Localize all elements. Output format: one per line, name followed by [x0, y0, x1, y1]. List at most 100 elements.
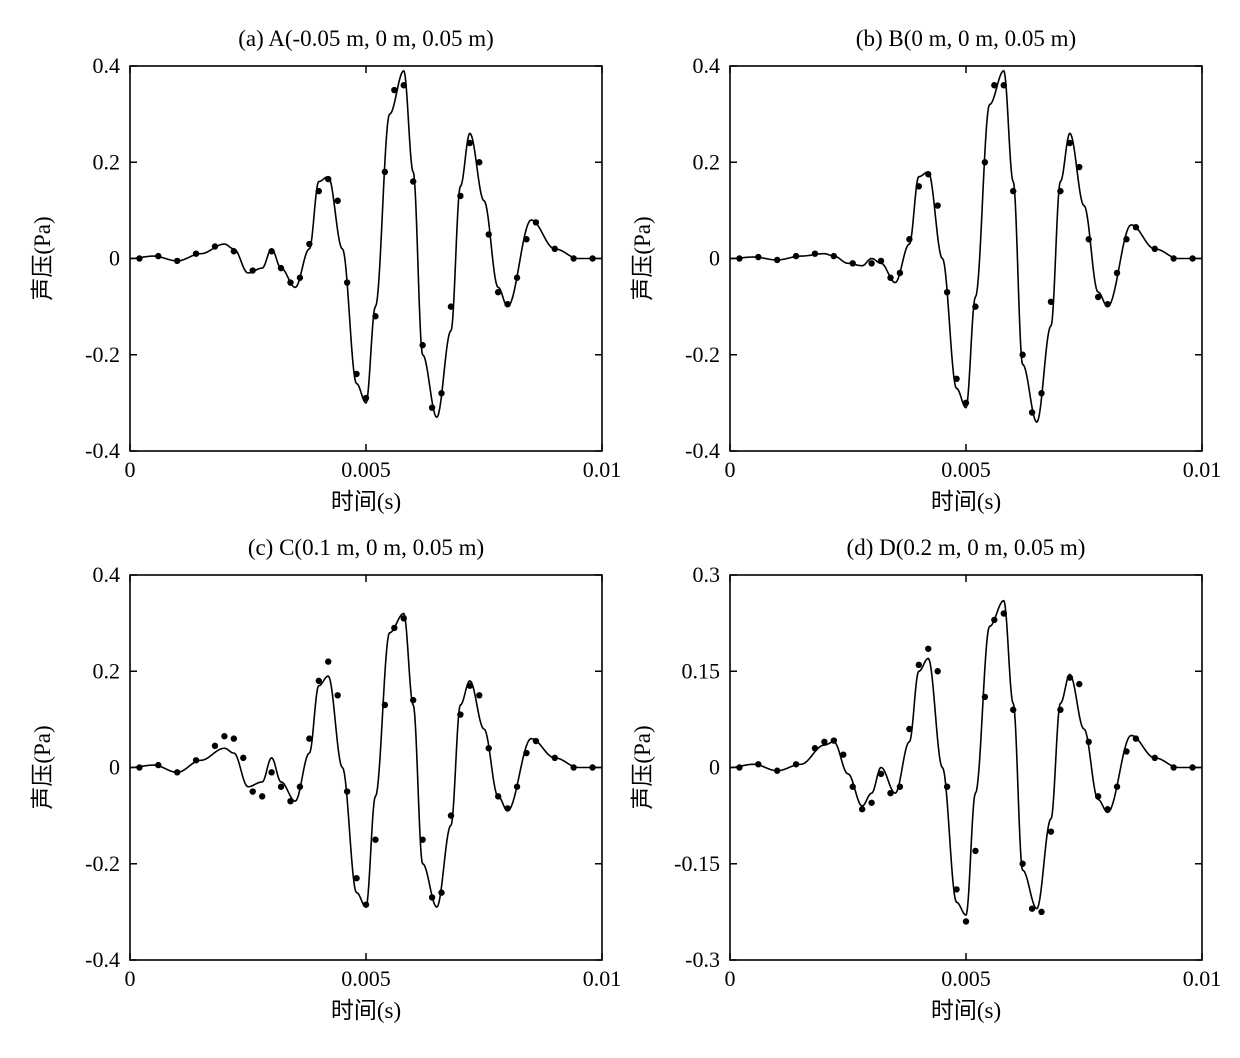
- dot: [325, 658, 331, 664]
- ytick-label: 0.2: [693, 149, 721, 174]
- dot: [391, 625, 397, 631]
- dot: [174, 769, 180, 775]
- series-dots: [736, 610, 1196, 924]
- dot: [934, 202, 940, 208]
- dot: [982, 694, 988, 700]
- dot: [467, 140, 473, 146]
- ytick-label: -0.3: [685, 947, 720, 972]
- dot: [523, 236, 529, 242]
- dot: [1067, 674, 1073, 680]
- dot: [486, 231, 492, 237]
- dot: [297, 784, 303, 790]
- dot: [410, 697, 416, 703]
- dot: [953, 886, 959, 892]
- dot: [850, 784, 856, 790]
- dot: [812, 250, 818, 256]
- dot: [486, 745, 492, 751]
- dot: [514, 275, 520, 281]
- dot: [755, 254, 761, 260]
- dot: [306, 241, 312, 247]
- ytick-label: -0.2: [685, 342, 720, 367]
- ylabel: 声压(Pa): [30, 725, 55, 809]
- xtick-label: 0.005: [941, 457, 991, 482]
- dot: [878, 771, 884, 777]
- dot: [316, 678, 322, 684]
- panel-title: (d) D(0.2 m, 0 m, 0.05 m): [847, 535, 1086, 560]
- dot: [868, 260, 874, 266]
- dot: [504, 301, 510, 307]
- dot: [448, 303, 454, 309]
- xtick-label: 0: [725, 966, 736, 991]
- panel-title: (a) A(-0.05 m, 0 m, 0.05 m): [238, 26, 494, 51]
- dot: [363, 395, 369, 401]
- dot: [1019, 861, 1025, 867]
- dot: [353, 875, 359, 881]
- dot: [944, 289, 950, 295]
- dot: [372, 836, 378, 842]
- dot: [736, 764, 742, 770]
- dot: [916, 183, 922, 189]
- dot: [1189, 255, 1195, 261]
- dot: [831, 253, 837, 259]
- dot: [793, 761, 799, 767]
- xtick-label: 0.005: [341, 457, 391, 482]
- dot: [934, 668, 940, 674]
- dot: [868, 800, 874, 806]
- dot: [155, 762, 161, 768]
- dot: [212, 743, 218, 749]
- dot: [155, 253, 161, 259]
- dot: [250, 788, 256, 794]
- series-dots: [136, 82, 596, 411]
- ytick-label: -0.4: [85, 438, 120, 463]
- dot: [840, 751, 846, 757]
- dot: [523, 750, 529, 756]
- dot: [429, 404, 435, 410]
- xtick-label: 0: [125, 457, 136, 482]
- dot: [429, 894, 435, 900]
- dot: [174, 258, 180, 264]
- dot: [1076, 164, 1082, 170]
- dot: [372, 313, 378, 319]
- dot: [401, 82, 407, 88]
- dot: [906, 236, 912, 242]
- dot: [467, 682, 473, 688]
- dot: [1133, 735, 1139, 741]
- dot: [287, 279, 293, 285]
- dot: [344, 788, 350, 794]
- dot: [850, 260, 856, 266]
- dot: [774, 257, 780, 263]
- ylabel: 声压(Pa): [30, 216, 55, 300]
- dot: [736, 255, 742, 261]
- dot: [221, 733, 227, 739]
- dot: [287, 798, 293, 804]
- ytick-label: 0: [709, 755, 720, 780]
- ytick-label: 0.15: [682, 658, 721, 683]
- dot: [1104, 806, 1110, 812]
- dot: [1095, 294, 1101, 300]
- panel-b: 00.0050.01-0.4-0.200.20.4(b) B(0 m, 0 m,…: [620, 20, 1220, 529]
- dot: [991, 617, 997, 623]
- dot: [589, 255, 595, 261]
- dot: [1010, 188, 1016, 194]
- ytick-label: 0.4: [693, 53, 721, 78]
- dot: [1189, 764, 1195, 770]
- dot: [1038, 909, 1044, 915]
- dot: [887, 275, 893, 281]
- dot: [448, 812, 454, 818]
- dot: [944, 784, 950, 790]
- panel-d: 00.0050.01-0.3-0.1500.150.3(d) D(0.2 m, …: [620, 529, 1220, 1038]
- dot: [963, 400, 969, 406]
- dot: [1010, 707, 1016, 713]
- dot: [334, 692, 340, 698]
- ylabel: 声压(Pa): [630, 216, 655, 300]
- dot: [1123, 748, 1129, 754]
- dot: [382, 702, 388, 708]
- dot: [306, 735, 312, 741]
- dot: [793, 253, 799, 259]
- dot: [1104, 301, 1110, 307]
- dot: [925, 646, 931, 652]
- dot: [193, 250, 199, 256]
- dot: [240, 755, 246, 761]
- ytick-label: -0.2: [85, 342, 120, 367]
- ytick-label: 0.2: [93, 149, 121, 174]
